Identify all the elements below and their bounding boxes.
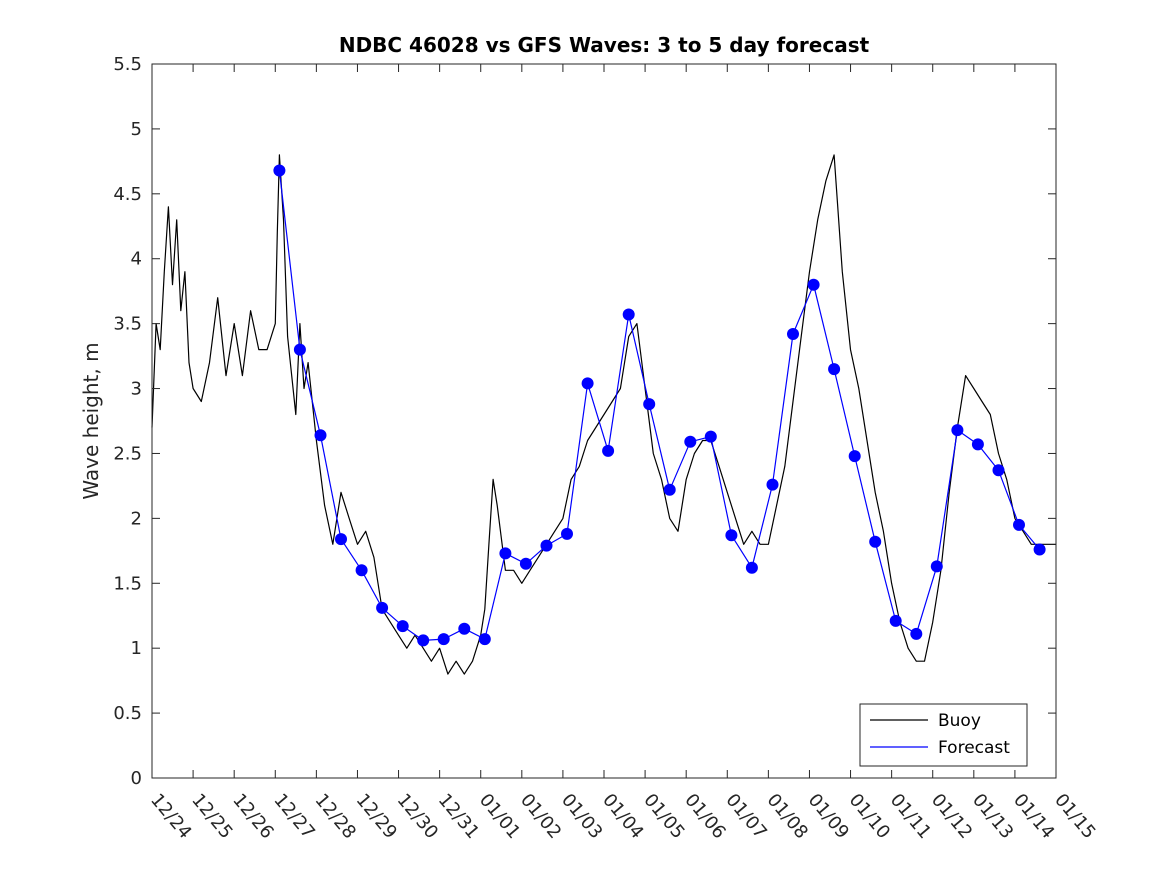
- forecast-point: [848, 450, 861, 463]
- y-tick-label: 1.5: [113, 573, 142, 594]
- y-tick-label: 5: [131, 119, 142, 140]
- forecast-point: [335, 533, 347, 546]
- forecast-point: [930, 560, 943, 573]
- y-axis: 0 0.5 1 1.5 2 2.5 3 3.5 4 4.5 5 5.5: [113, 54, 1056, 789]
- forecast-point: [1013, 518, 1025, 531]
- forecast-point: [293, 343, 306, 356]
- forecast-point: [499, 547, 512, 560]
- forecast-markers: [273, 164, 1046, 647]
- forecast-point: [889, 614, 902, 627]
- y-tick-label: 2.5: [113, 443, 142, 464]
- forecast-point: [663, 483, 676, 496]
- forecast-point: [787, 328, 799, 340]
- legend: Buoy Forecast: [859, 703, 1028, 767]
- forecast-point: [602, 444, 615, 457]
- legend-forecast-label: Forecast: [938, 738, 1010, 758]
- forecast-point: [910, 627, 923, 640]
- forecast-point: [992, 464, 1005, 477]
- forecast-point: [643, 398, 656, 411]
- forecast-point: [684, 435, 697, 448]
- legend-box: [859, 703, 1028, 767]
- forecast-point: [561, 527, 573, 540]
- forecast-point: [704, 430, 717, 443]
- forecast-point: [622, 308, 635, 321]
- forecast-point: [314, 429, 327, 442]
- y-tick-label: 4: [131, 249, 142, 270]
- forecast-point: [437, 633, 450, 646]
- forecast-point: [971, 438, 984, 451]
- forecast-point: [458, 622, 471, 635]
- forecast-point: [1033, 543, 1046, 556]
- forecast-point: [725, 529, 738, 542]
- forecast-point: [766, 478, 779, 491]
- forecast-point: [540, 539, 553, 552]
- forecast-point: [828, 363, 841, 376]
- y-tick-label: 3.5: [113, 314, 142, 335]
- forecast-point: [807, 278, 820, 291]
- y-tick-label: 0.5: [113, 703, 142, 724]
- forecast-point: [478, 633, 491, 646]
- forecast-point: [376, 601, 389, 614]
- y-axis-label: Wave height, m: [79, 342, 103, 499]
- y-tick-label: 4.5: [113, 184, 142, 205]
- forecast-point: [273, 164, 286, 177]
- forecast-point: [745, 561, 758, 574]
- legend-buoy-label: Buoy: [938, 711, 981, 731]
- y-tick-label: 2: [131, 508, 142, 529]
- forecast-point: [869, 535, 882, 548]
- plot-area: [152, 64, 1056, 778]
- y-tick-label: 5.5: [113, 54, 142, 75]
- forecast-point: [355, 564, 368, 577]
- series-line-buoy: [151, 154, 1056, 675]
- forecast-point: [417, 634, 430, 647]
- forecast-point: [396, 620, 409, 633]
- forecast-point: [581, 377, 594, 390]
- forecast-point: [951, 424, 964, 437]
- y-tick-label: 1: [131, 638, 142, 659]
- forecast-point: [519, 557, 532, 570]
- y-tick-label: 3: [131, 379, 142, 400]
- y-tick-label: 0: [131, 768, 142, 789]
- chart-title: NDBC 46028 vs GFS Waves: 3 to 5 day fore…: [339, 33, 870, 57]
